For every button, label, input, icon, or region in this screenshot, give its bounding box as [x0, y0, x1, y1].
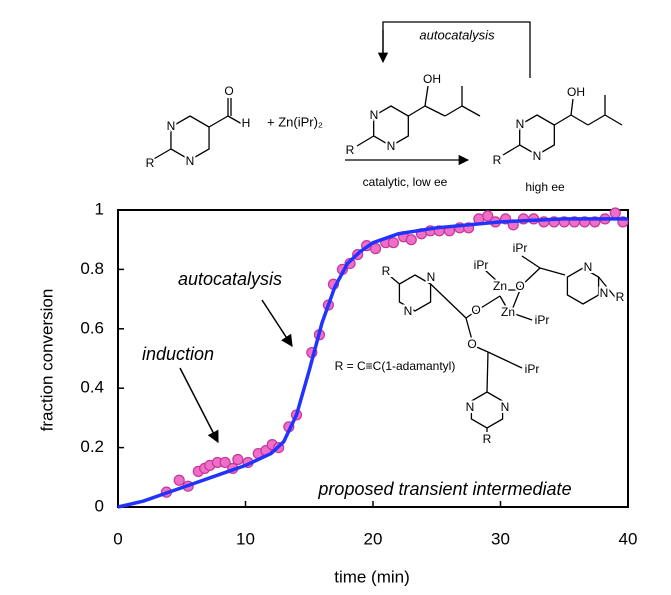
- atom-label: O: [515, 279, 524, 293]
- bond: [407, 105, 426, 117]
- bond: [484, 269, 499, 283]
- atom-label: O: [224, 84, 233, 98]
- atom-label: N: [501, 400, 510, 414]
- x-tick-label: 40: [619, 529, 638, 548]
- bond: [465, 310, 477, 319]
- atom-label: N: [186, 154, 195, 168]
- y-axis-title: fraction conversion: [37, 289, 56, 432]
- data-point: [232, 453, 244, 466]
- bond: [499, 295, 509, 311]
- reaction-scheme: autocatalysis + Zn(iPr)₂ catalytic, low …: [151, 21, 623, 432]
- bond: [430, 283, 467, 319]
- annotation: autocatalysis: [178, 269, 282, 289]
- atom-label: N: [466, 400, 475, 414]
- data-point: [482, 210, 494, 222]
- atom-label: O: [467, 337, 476, 351]
- y-tick-label: 0.2: [80, 437, 104, 456]
- bond: [604, 114, 623, 126]
- atom-label: R: [493, 153, 502, 167]
- x-tick-label: 0: [113, 529, 122, 548]
- data-point: [219, 456, 231, 469]
- y-tick-label: 0.6: [80, 318, 104, 337]
- atom-label: Zn: [493, 279, 507, 293]
- cycle-label: autocatalysis: [419, 27, 495, 42]
- bond: [598, 276, 616, 298]
- bond: [151, 148, 172, 161]
- atom-label: H: [242, 116, 251, 130]
- annotation: induction: [142, 344, 214, 364]
- bond: [208, 115, 229, 128]
- y-tick-label: 0.4: [80, 378, 104, 397]
- data-point: [609, 207, 621, 219]
- bond: [471, 344, 489, 353]
- bond: [389, 275, 400, 285]
- x-axis-title: time (min): [334, 567, 410, 586]
- atom-label: N: [600, 286, 609, 300]
- atom-label: OH: [567, 85, 585, 99]
- bond: [502, 144, 521, 156]
- atom-label: iPr: [535, 313, 550, 327]
- bond: [227, 115, 243, 125]
- data-point: [405, 234, 417, 246]
- bond: [475, 295, 501, 312]
- atom-label: R: [146, 156, 155, 170]
- plot: 0 10 20 30 40 0 0.2 0.4 0.6 0.8 1 time (min) fractio…: [37, 199, 637, 586]
- bond: [424, 85, 429, 107]
- fit-line: [117, 217, 628, 509]
- atom-label: iPr: [525, 362, 540, 376]
- bond: [521, 255, 541, 269]
- bond: [487, 351, 523, 369]
- bond: [486, 351, 489, 393]
- atom-label: N: [387, 139, 396, 153]
- bond: [465, 317, 473, 341]
- atom-label: OH: [423, 72, 441, 86]
- annotation: R = C≡C(1-adamantyl): [335, 359, 456, 373]
- data-point: [173, 474, 185, 486]
- atom-label: R: [616, 290, 625, 304]
- bond: [461, 105, 481, 117]
- atom-label: N: [427, 270, 436, 284]
- bond: [511, 312, 533, 321]
- atom-label: R: [346, 143, 355, 157]
- data-point: [387, 237, 399, 249]
- bond: [570, 114, 589, 126]
- bond: [553, 114, 572, 126]
- ring: [470, 391, 504, 429]
- atom-label: Zn: [501, 305, 515, 319]
- x-tick-label: 10: [236, 529, 255, 548]
- bond: [519, 267, 541, 288]
- bond: [587, 114, 606, 126]
- condition: catalytic, low ee: [363, 175, 448, 189]
- atom-label: N: [516, 117, 525, 131]
- x-tick-label: 30: [491, 529, 510, 548]
- atom-label: R: [382, 264, 391, 278]
- bond: [511, 289, 521, 311]
- y-tick-label: 0: [95, 496, 104, 515]
- atom-label: N: [533, 149, 542, 163]
- atom-label: N: [370, 108, 379, 122]
- product-note: high ee: [525, 180, 565, 194]
- bond: [424, 105, 446, 117]
- atom-label: iPr: [513, 241, 528, 255]
- atom-label: N: [167, 119, 176, 133]
- atom-label: O: [471, 303, 480, 317]
- atom-label: N: [404, 304, 413, 318]
- bond: [444, 105, 463, 117]
- bond: [356, 135, 375, 147]
- bond: [570, 98, 574, 116]
- atom-label: N: [584, 260, 593, 274]
- x-tick-label: 20: [364, 529, 383, 548]
- reagent: + Zn(iPr)₂: [267, 114, 323, 129]
- annotation: proposed transient intermediate: [317, 479, 571, 499]
- atom-label: iPr: [474, 258, 489, 272]
- y-tick-label: 1: [95, 199, 104, 218]
- y-tick-label: 0.8: [80, 259, 104, 278]
- annotation-arrow: [261, 299, 293, 348]
- bond: [539, 267, 566, 276]
- annotation-arrow: [179, 367, 219, 444]
- atom-label: R: [483, 432, 492, 446]
